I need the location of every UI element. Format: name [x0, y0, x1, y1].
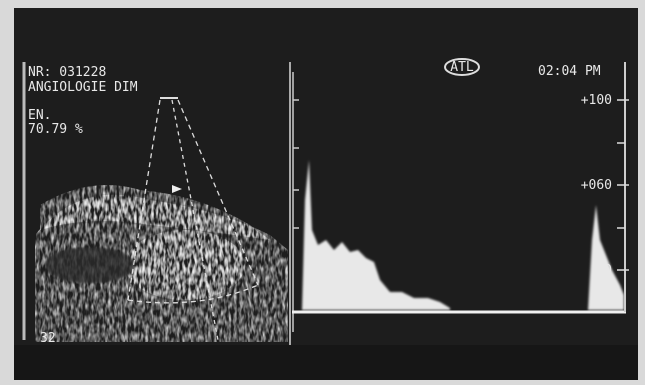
- page: NR: 031228 ANGIOLOGIE DIM EN. 70.79 % 32…: [0, 0, 645, 385]
- scale-label: +0: [596, 263, 612, 278]
- depth: 32: [40, 331, 56, 346]
- scale-label: +100: [581, 93, 612, 108]
- logo: ATL: [450, 60, 474, 75]
- time: 02:04 PM: [538, 64, 601, 79]
- ultrasound-screen: NR: 031228 ANGIOLOGIE DIM EN. 70.79 % 32…: [0, 0, 645, 385]
- patient-id: NR: 031228: [28, 65, 106, 80]
- dark-region: [45, 247, 135, 283]
- percent: 70.79 %: [28, 122, 83, 137]
- scale-label: +060: [581, 178, 612, 193]
- label: EN.: [28, 108, 51, 123]
- mode: ANGIOLOGIE DIM: [28, 80, 138, 95]
- screen-bottom: [14, 345, 638, 380]
- vessel: [125, 230, 245, 300]
